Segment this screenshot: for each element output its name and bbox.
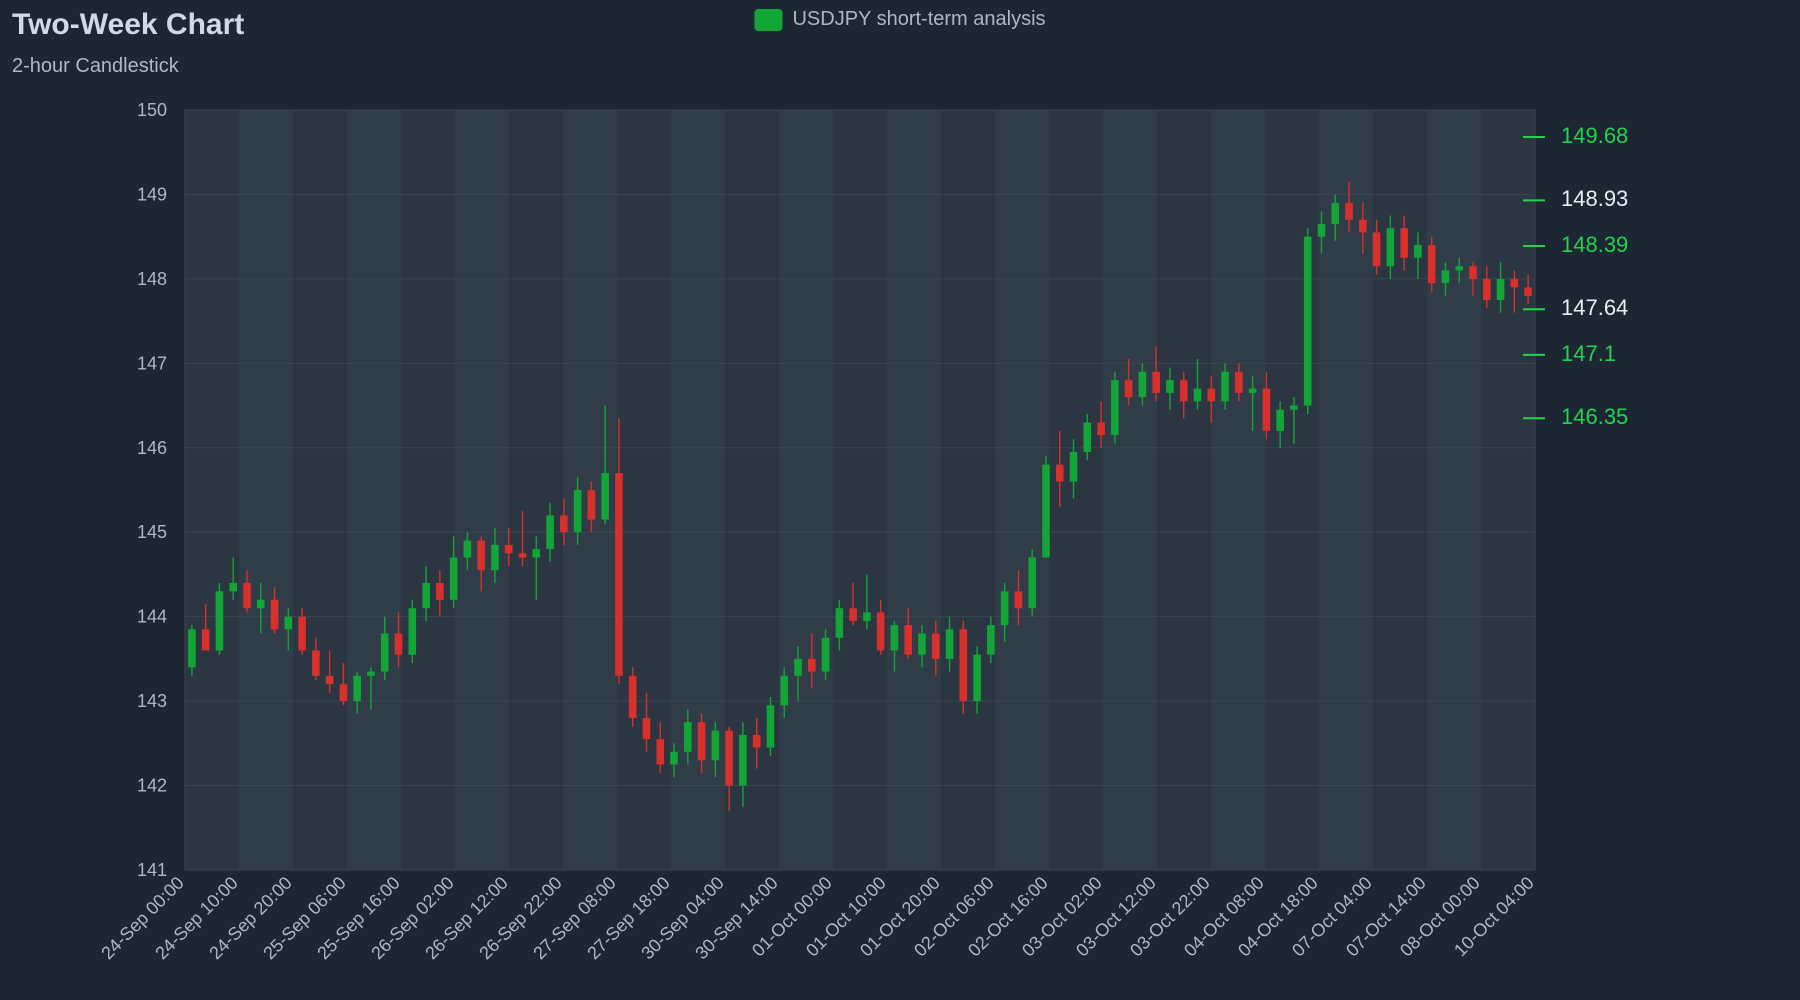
svg-text:148.39: 148.39	[1557, 233, 1624, 258]
svg-text:149.68: 149.68	[1557, 124, 1624, 149]
svg-text:148.93: 148.93	[1557, 187, 1624, 212]
svg-text:146: 146	[137, 438, 167, 458]
svg-text:147: 147	[137, 353, 167, 373]
svg-text:149: 149	[137, 184, 167, 204]
svg-text:150: 150	[137, 100, 167, 120]
svg-text:145: 145	[137, 522, 167, 542]
svg-text:147.1: 147.1	[1557, 342, 1612, 367]
svg-text:146.35: 146.35	[1557, 405, 1624, 430]
svg-text:144: 144	[137, 607, 167, 627]
svg-text:147.64: 147.64	[1557, 296, 1624, 321]
candlestick-chart: 14114214314414514614714814915024-Sep 00:…	[0, 0, 1800, 1000]
svg-text:141: 141	[137, 860, 167, 880]
svg-text:148: 148	[137, 269, 167, 289]
svg-text:143: 143	[137, 691, 167, 711]
svg-text:142: 142	[137, 776, 167, 796]
